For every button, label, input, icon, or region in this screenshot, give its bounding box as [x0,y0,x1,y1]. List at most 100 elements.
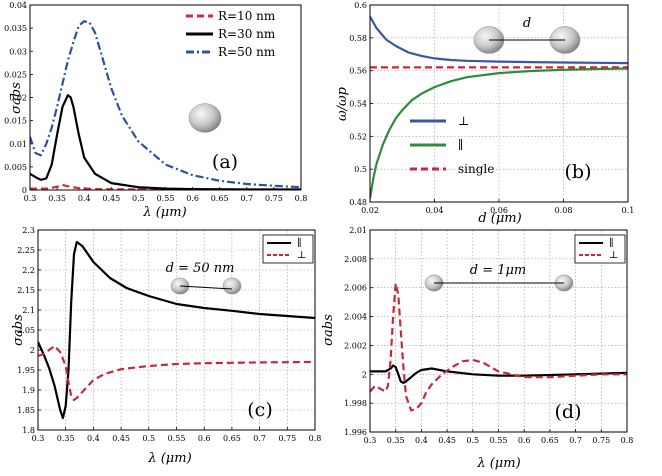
x-tick-label: 0.08 [555,206,573,215]
x-tick-label: 0.7 [253,434,266,443]
y-axis-label: σabs [11,314,26,346]
y-tick-label: 2.004 [344,313,367,322]
x-tick-label: 0.35 [387,436,405,445]
y-tick-label: 0.58 [349,34,367,43]
legend-label: R=30 nm [218,27,276,41]
y-tick-label: 1.95 [17,366,35,375]
x-tick-label: 0.45 [112,434,130,443]
legend-label: R=10 nm [218,9,276,23]
y-tick-label: 0.025 [4,70,27,79]
panel-label: (b) [565,161,592,183]
legend-label: ⊥ [609,250,618,261]
panel-label: (d) [555,401,582,423]
distance-label: d [523,16,531,31]
y-tick-label: 2.008 [344,255,367,264]
y-tick-label: 1.996 [344,428,367,437]
y-tick-label: 2.15 [17,286,35,295]
x-tick-label: 0.4 [415,436,428,445]
distance-label: d = 1μm [470,263,527,278]
y-tick-label: 0.01 [9,140,27,149]
x-tick-label: 0.3 [24,194,37,203]
legend-label: ∥ [297,237,302,249]
x-tick-label: 0.3 [32,434,45,443]
y-tick-label: 0.48 [349,198,367,207]
x-tick-label: 0.35 [57,434,75,443]
x-axis-label: λ (μm) [147,451,191,466]
x-tick-label: 0.4 [87,434,100,443]
legend-label: ⊥ [297,250,306,261]
y-tick-label: 2.002 [344,341,367,350]
x-tick-label: 0.45 [102,194,120,203]
y-tick-label: 2.1 [22,306,35,315]
x-tick-label: 0.65 [223,434,241,443]
x-tick-label: 0.4 [78,194,91,203]
legend-label: ∥ [609,237,614,249]
y-tick-label: 2.01 [349,226,367,235]
x-tick-label: 0.6 [518,436,531,445]
x-axis-label: λ (μm) [476,456,520,471]
x-tick-label: 0.3 [364,436,377,445]
y-tick-label: 1.9 [22,386,35,395]
x-tick-label: 0.5 [466,436,479,445]
x-tick-label: 0.5 [142,434,155,443]
panel-b: 0.02 0.04 0.06 0.08 0.1 0.48 0.5 0.52 0.54 0.56 0.… [335,1,634,226]
y-axis-label: σabs [9,82,24,114]
panel-label: (a) [212,151,238,173]
y-tick-label: 2 [30,346,35,355]
y-tick-label: 1.998 [344,399,367,408]
y-tick-label: 1.85 [17,406,35,415]
y-tick-label: 0.005 [4,163,27,172]
y-tick-label: 2.3 [22,226,35,235]
y-tick-label: 0.6 [354,1,367,10]
x-tick-label: 0.02 [361,206,379,215]
x-tick-label: 0.1 [622,206,635,215]
x-tick-label: 0.75 [265,194,283,203]
x-tick-label: 0.5 [132,194,145,203]
x-tick-label: 0.6 [198,434,211,443]
x-tick-label: 0.7 [569,436,582,445]
y-tick-label: 0.54 [349,100,367,109]
sphere-icon-right [223,278,241,294]
panel-label: (c) [247,399,272,421]
x-tick-label: 0.75 [278,434,296,443]
y-tick-label: 0.04 [9,1,27,10]
y-tick-label: 2.2 [22,266,35,275]
x-tick-label: 0.8 [309,434,322,443]
x-tick-label: 0.55 [490,436,508,445]
legend-label: ∥ [458,138,464,152]
y-tick-label: 0.035 [4,24,27,33]
y-tick-label: 0 [22,186,27,195]
y-tick-label: 0.015 [4,117,27,126]
x-tick-label: 0.65 [211,194,229,203]
x-tick-label: 0.8 [295,194,308,203]
x-tick-label: 0.7 [240,194,253,203]
x-tick-label: 0.45 [438,436,456,445]
legend-label: ⊥ [458,114,469,128]
x-tick-label: 0.55 [157,194,175,203]
x-tick-label: 0.8 [621,436,634,445]
y-tick-label: 0.5 [354,165,367,174]
y-tick-label: 2.25 [17,246,35,255]
x-axis-label: λ (μm) [142,205,186,220]
legend-label: single [458,162,494,176]
y-tick-label: 2.006 [344,284,367,293]
x-axis-label: d (μm) [478,211,521,226]
distance-label: d = 50 nm [166,261,235,276]
panel-d: 0.3 0.35 0.4 0.45 0.5 0.55 0.6 0.65 0.7 0.75 0.8 1.… [321,226,633,471]
y-tick-label: 0.52 [349,132,367,141]
y-tick-label: 0.56 [349,67,367,76]
x-tick-label: 0.55 [168,434,186,443]
panel-a: 0.3 0.35 0.4 0.45 0.5 0.55 0.6 0.65 0.7 0.75 0.8 0 0… [4,1,307,220]
sphere-icon [189,104,221,133]
series-line-1 [30,95,301,189]
x-tick-label: 0.6 [186,194,199,203]
y-axis-label: ω/ωp [335,86,350,121]
y-tick-label: 1.8 [22,426,35,435]
x-tick-label: 0.65 [541,436,559,445]
x-tick-label: 0.35 [48,194,66,203]
x-tick-label: 0.75 [592,436,610,445]
legend-label: R=50 nm [218,45,276,59]
y-tick-label: 0.03 [9,47,27,56]
x-tick-label: 0.04 [426,206,444,215]
